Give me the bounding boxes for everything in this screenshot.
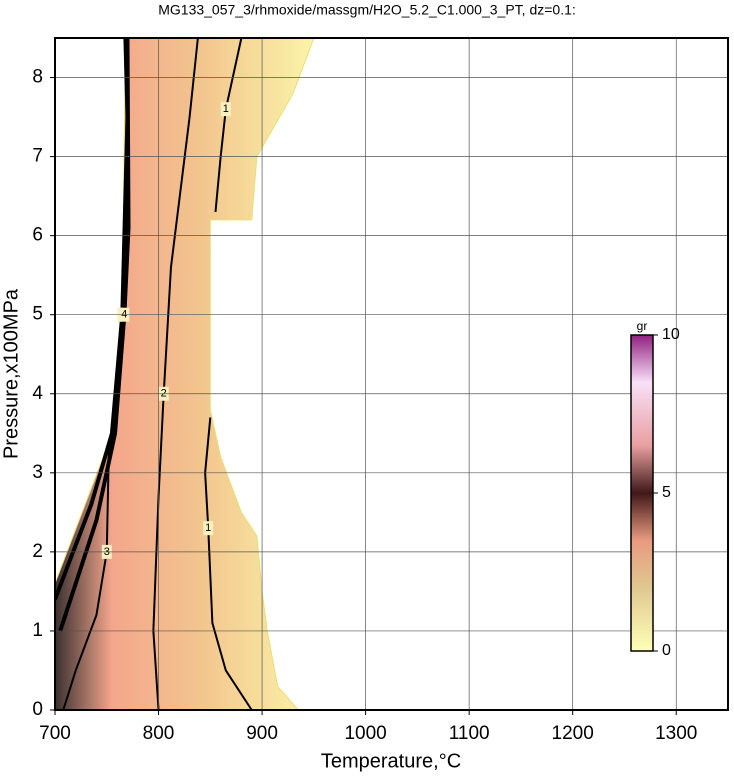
plot-area: 543211 [55, 38, 315, 710]
y-tick-label: 2 [32, 541, 43, 562]
contour-line [214, 38, 243, 213]
chart-title: MG133_057_3/rhmoxide/massgm/H2O_5.2_C1.0… [158, 2, 576, 18]
x-tick-label: 700 [39, 723, 71, 744]
x-tick-label: 1200 [552, 723, 594, 744]
filled-region [55, 38, 315, 710]
colorbar [630, 334, 654, 652]
y-tick-label: 0 [32, 699, 43, 720]
contour-label-bg [203, 521, 214, 536]
x-tick-label: 800 [143, 723, 175, 744]
axes: 700 800 900 1000 1100 1200 1300 0 1 2 3 4 5 6 7 8 gr 0 5 10 [32, 37, 729, 744]
y-axis-label: Pressure,x100MPa [0, 288, 22, 459]
y-tick-label: 8 [32, 67, 43, 88]
y-tick-label: 7 [32, 146, 43, 167]
contour-line [62, 409, 117, 710]
y-tick-label: 1 [32, 620, 43, 641]
plot-frame [54, 37, 729, 711]
x-tick-label: 1000 [344, 723, 386, 744]
x-tick-label: 1100 [449, 723, 490, 744]
colorbar-label: gr [637, 319, 648, 333]
colorbar-tick-label: 10 [662, 326, 680, 343]
contour-label-bg [220, 102, 231, 117]
contour-label: 1 [205, 522, 211, 534]
x-tick-label: 900 [246, 723, 278, 744]
y-tick-label: 5 [32, 304, 43, 325]
colorbar-tick-label: 0 [662, 642, 671, 659]
colorbar-tick-label: 5 [662, 484, 671, 501]
x-axis-label: Temperature,°C [321, 750, 461, 772]
y-tick-label: 6 [32, 225, 43, 246]
y-tick-label: 3 [32, 462, 43, 483]
contour-line [58, 38, 131, 632]
contour-label: 1 [223, 103, 229, 115]
y-tick-label: 4 [32, 383, 43, 404]
contour-line [204, 417, 253, 710]
x-tick-label: 1300 [655, 723, 697, 744]
